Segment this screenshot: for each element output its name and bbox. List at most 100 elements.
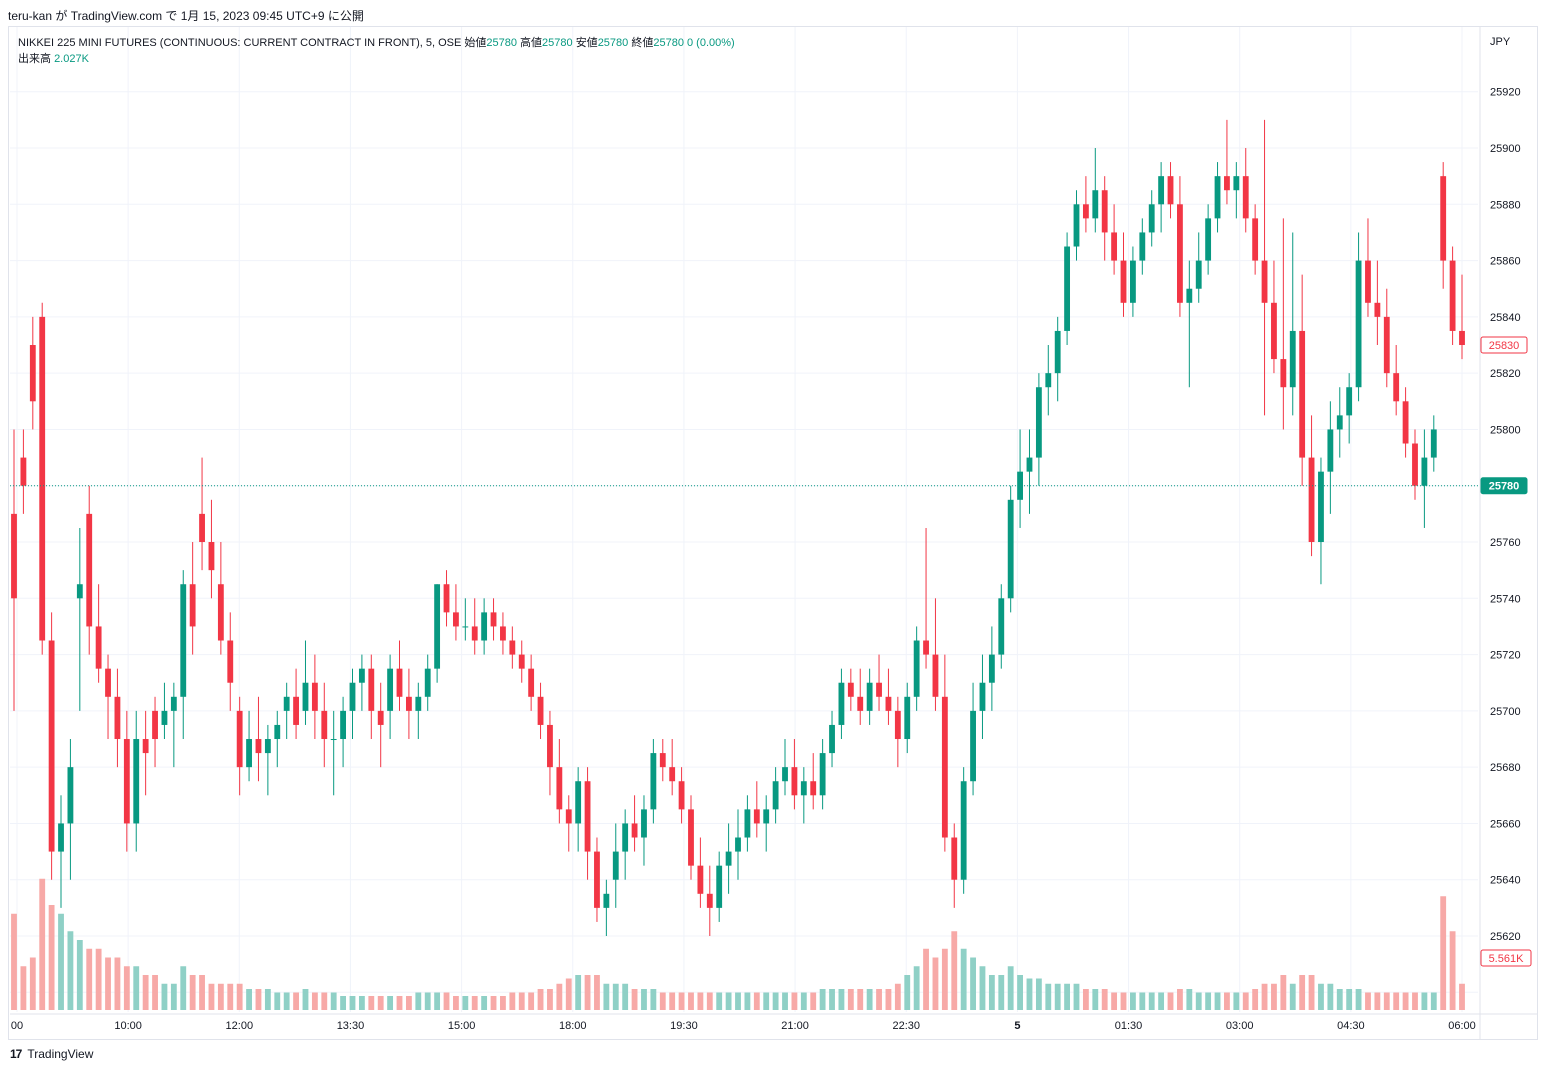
volume-bar <box>847 989 854 1010</box>
volume-bar <box>236 983 243 1010</box>
volume-bar <box>697 992 704 1010</box>
volume-bar <box>1280 975 1287 1010</box>
volume-bar <box>1449 931 1456 1010</box>
y-tick-label: 25640 <box>1490 875 1521 887</box>
volume-bar <box>1440 896 1447 1010</box>
candle-body <box>114 696 121 740</box>
volume-bar <box>819 989 826 1010</box>
volume-bar <box>923 948 929 1010</box>
volume-bar <box>829 989 835 1010</box>
candle-body <box>866 682 873 711</box>
candle-body <box>396 668 403 697</box>
volume-bar <box>885 989 892 1010</box>
candle-body <box>58 823 64 852</box>
candle-body <box>340 710 347 740</box>
candle-body <box>1459 330 1465 346</box>
candle-body <box>744 809 751 838</box>
volume-bar <box>227 983 234 1010</box>
volume-bar <box>1026 978 1033 1010</box>
volume-bar <box>998 975 1005 1010</box>
volume-bar <box>330 992 337 1010</box>
candle-body <box>594 851 600 908</box>
volume-bar <box>1082 989 1089 1010</box>
candle-body <box>368 668 375 711</box>
volume-bar <box>424 992 431 1010</box>
candle-body <box>1299 330 1306 458</box>
candle-body <box>1082 204 1089 219</box>
candle-body <box>1007 499 1014 599</box>
volume-bar <box>1167 992 1174 1010</box>
candle-body <box>706 893 713 908</box>
volume-bar <box>1064 983 1071 1010</box>
candle-body <box>1449 260 1456 331</box>
candle-body <box>1205 218 1212 261</box>
volume-bar <box>29 957 36 1010</box>
candle-body <box>264 739 271 754</box>
candle-body <box>791 767 798 796</box>
candle-body <box>894 710 901 740</box>
volume-bar <box>123 966 130 1010</box>
volume-bar <box>688 992 694 1010</box>
volume-bar <box>274 992 281 1010</box>
volume-bar <box>1045 983 1052 1010</box>
y-tick-label: 25720 <box>1490 650 1521 662</box>
candle-body <box>358 668 365 683</box>
y-tick-label: 25860 <box>1490 256 1521 268</box>
candle-body <box>1318 471 1324 543</box>
x-tick-label: 19:30 <box>670 1020 698 1032</box>
volume-bar <box>612 983 619 1010</box>
volume-bar <box>1318 983 1324 1010</box>
candle-body <box>622 823 629 852</box>
symbol-name[interactable]: NIKKEI 225 MINI FUTURES (CONTINUOUS: CUR… <box>18 37 462 49</box>
chart-legend: NIKKEI 225 MINI FUTURES (CONTINUOUS: CUR… <box>18 35 735 67</box>
candle-body <box>800 781 807 796</box>
volume-bar <box>189 975 196 1010</box>
volume-bar <box>650 989 657 1010</box>
volume-bar <box>1430 992 1437 1010</box>
candle-body <box>123 739 130 824</box>
volume-bar <box>603 983 610 1010</box>
candle-body <box>1054 330 1061 374</box>
candle-body <box>659 753 666 768</box>
candle-body <box>1355 260 1362 388</box>
volume-bar <box>1073 983 1080 1010</box>
volume-bar <box>1299 975 1306 1010</box>
volume-bar <box>1421 992 1428 1010</box>
candle-body <box>641 809 647 838</box>
candle-body <box>1412 443 1418 486</box>
high-value: 25780 <box>542 37 573 49</box>
candle-body <box>960 781 967 880</box>
candle-body <box>913 640 920 697</box>
volume-bar <box>283 992 290 1010</box>
candle-body <box>1073 204 1080 247</box>
volume-bar <box>547 989 553 1010</box>
volume-bar <box>481 996 488 1010</box>
candle-body <box>20 457 27 486</box>
y-tick-label: 25700 <box>1490 706 1521 718</box>
volume-bar <box>669 992 676 1010</box>
y-tick-label: 25660 <box>1490 818 1521 830</box>
candle-body <box>763 809 770 824</box>
candle-body <box>434 584 441 669</box>
volume-bar <box>1261 983 1268 1010</box>
candle-body <box>283 696 290 711</box>
candle-body <box>246 739 252 768</box>
candle-body <box>885 696 892 711</box>
high-label: 高値 <box>520 37 543 49</box>
candle-body <box>1139 232 1146 261</box>
y-tick-label: 25680 <box>1490 762 1521 774</box>
volume-bar <box>67 931 74 1010</box>
volume-tag <box>1480 949 1532 967</box>
volume-bar <box>1120 992 1127 1010</box>
volume-bar <box>772 992 779 1010</box>
volume-bar <box>1214 992 1221 1010</box>
candle-body <box>1092 190 1099 219</box>
candle-body <box>471 626 478 641</box>
candle-body <box>847 682 854 697</box>
volume-bar <box>415 992 422 1010</box>
candle-body <box>48 640 55 852</box>
candle-body <box>876 682 882 697</box>
volume-bar <box>584 975 591 1010</box>
footer-brand[interactable]: 17 TradingView <box>10 1047 93 1061</box>
